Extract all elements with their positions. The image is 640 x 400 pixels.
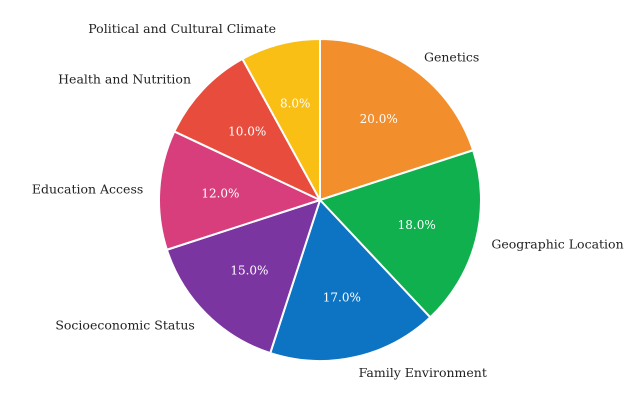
slice-category-label-socioeconomic-status: Socioeconomic Status bbox=[55, 318, 194, 333]
slice-value-label-education-access: 12.0% bbox=[201, 187, 239, 201]
pie-slice-health-and-nutrition bbox=[173, 57, 321, 201]
slice-category-label-family-environment: Family Environment bbox=[359, 365, 487, 380]
slice-category-label-political-and-cultural-climate: Political and Cultural Climate bbox=[88, 21, 276, 36]
slice-category-label-education-access: Education Access bbox=[32, 181, 143, 196]
slice-value-label-health-and-nutrition: 10.0% bbox=[228, 125, 266, 139]
slice-category-label-health-and-nutrition: Health and Nutrition bbox=[58, 71, 191, 86]
pie-slice-genetics bbox=[319, 38, 475, 201]
slice-value-label-genetics: 20.0% bbox=[360, 112, 398, 126]
percentage-labels: 20.0% 18.0% 17.0% 15.0% 12.0% 10.0% 8.0% bbox=[201, 96, 435, 304]
pie-slice-geographic-location bbox=[319, 149, 482, 319]
slice-value-label-political-and-cultural-climate: 8.0% bbox=[280, 96, 311, 110]
slice-category-label-geographic-location: Geographic Location bbox=[491, 237, 623, 252]
slice-value-label-geographic-location: 18.0% bbox=[398, 218, 436, 232]
pie-slice-political-and-cultural-climate bbox=[241, 38, 321, 201]
slice-value-label-family-environment: 17.0% bbox=[323, 290, 361, 304]
category-labels: Genetics Geographic Location Family Enviro… bbox=[32, 21, 624, 380]
pie-slice-education-access bbox=[157, 130, 321, 251]
slice-value-label-socioeconomic-status: 15.0% bbox=[230, 264, 268, 278]
slice-category-label-genetics: Genetics bbox=[424, 49, 479, 64]
pie-slice-family-environment bbox=[269, 199, 432, 362]
pie-slices bbox=[157, 38, 482, 362]
